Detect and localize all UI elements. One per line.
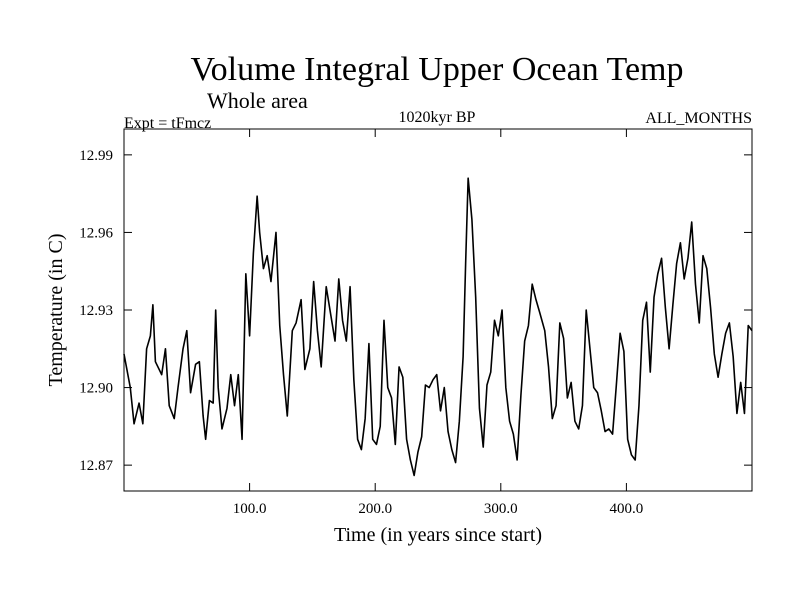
y-tick-label: 12.93: [79, 303, 113, 319]
x-tick-label: 400.0: [610, 501, 644, 517]
x-tick-label: 300.0: [484, 501, 518, 517]
y-tick-label: 12.96: [79, 225, 113, 241]
series-line: [123, 177, 753, 477]
y-axis: 12.87 12.90 12.93 12.96 12.99: [79, 148, 752, 474]
expt-label: Expt = tFmcz: [124, 115, 211, 132]
x-tick-label: 200.0: [358, 501, 392, 517]
y-tick-label: 12.90: [79, 381, 113, 397]
y-axis-label: Temperature (in C): [45, 234, 67, 387]
x-axis: 100.0 200.0 300.0 400.0: [233, 129, 644, 517]
y-tick-label: 12.99: [79, 148, 113, 164]
period-label: 1020kyr BP: [399, 109, 476, 126]
chart-title: Volume Integral Upper Ocean Temp: [191, 51, 684, 88]
plot-area: [123, 128, 753, 492]
x-tick-label: 100.0: [233, 501, 267, 517]
y-tick-label: 12.87: [79, 458, 113, 474]
x-axis-label: Time (in years since start): [334, 524, 542, 546]
months-label: ALL_MONTHS: [645, 110, 752, 127]
plot-frame: [123, 128, 753, 492]
chart-subtitle: Whole area: [207, 88, 308, 113]
